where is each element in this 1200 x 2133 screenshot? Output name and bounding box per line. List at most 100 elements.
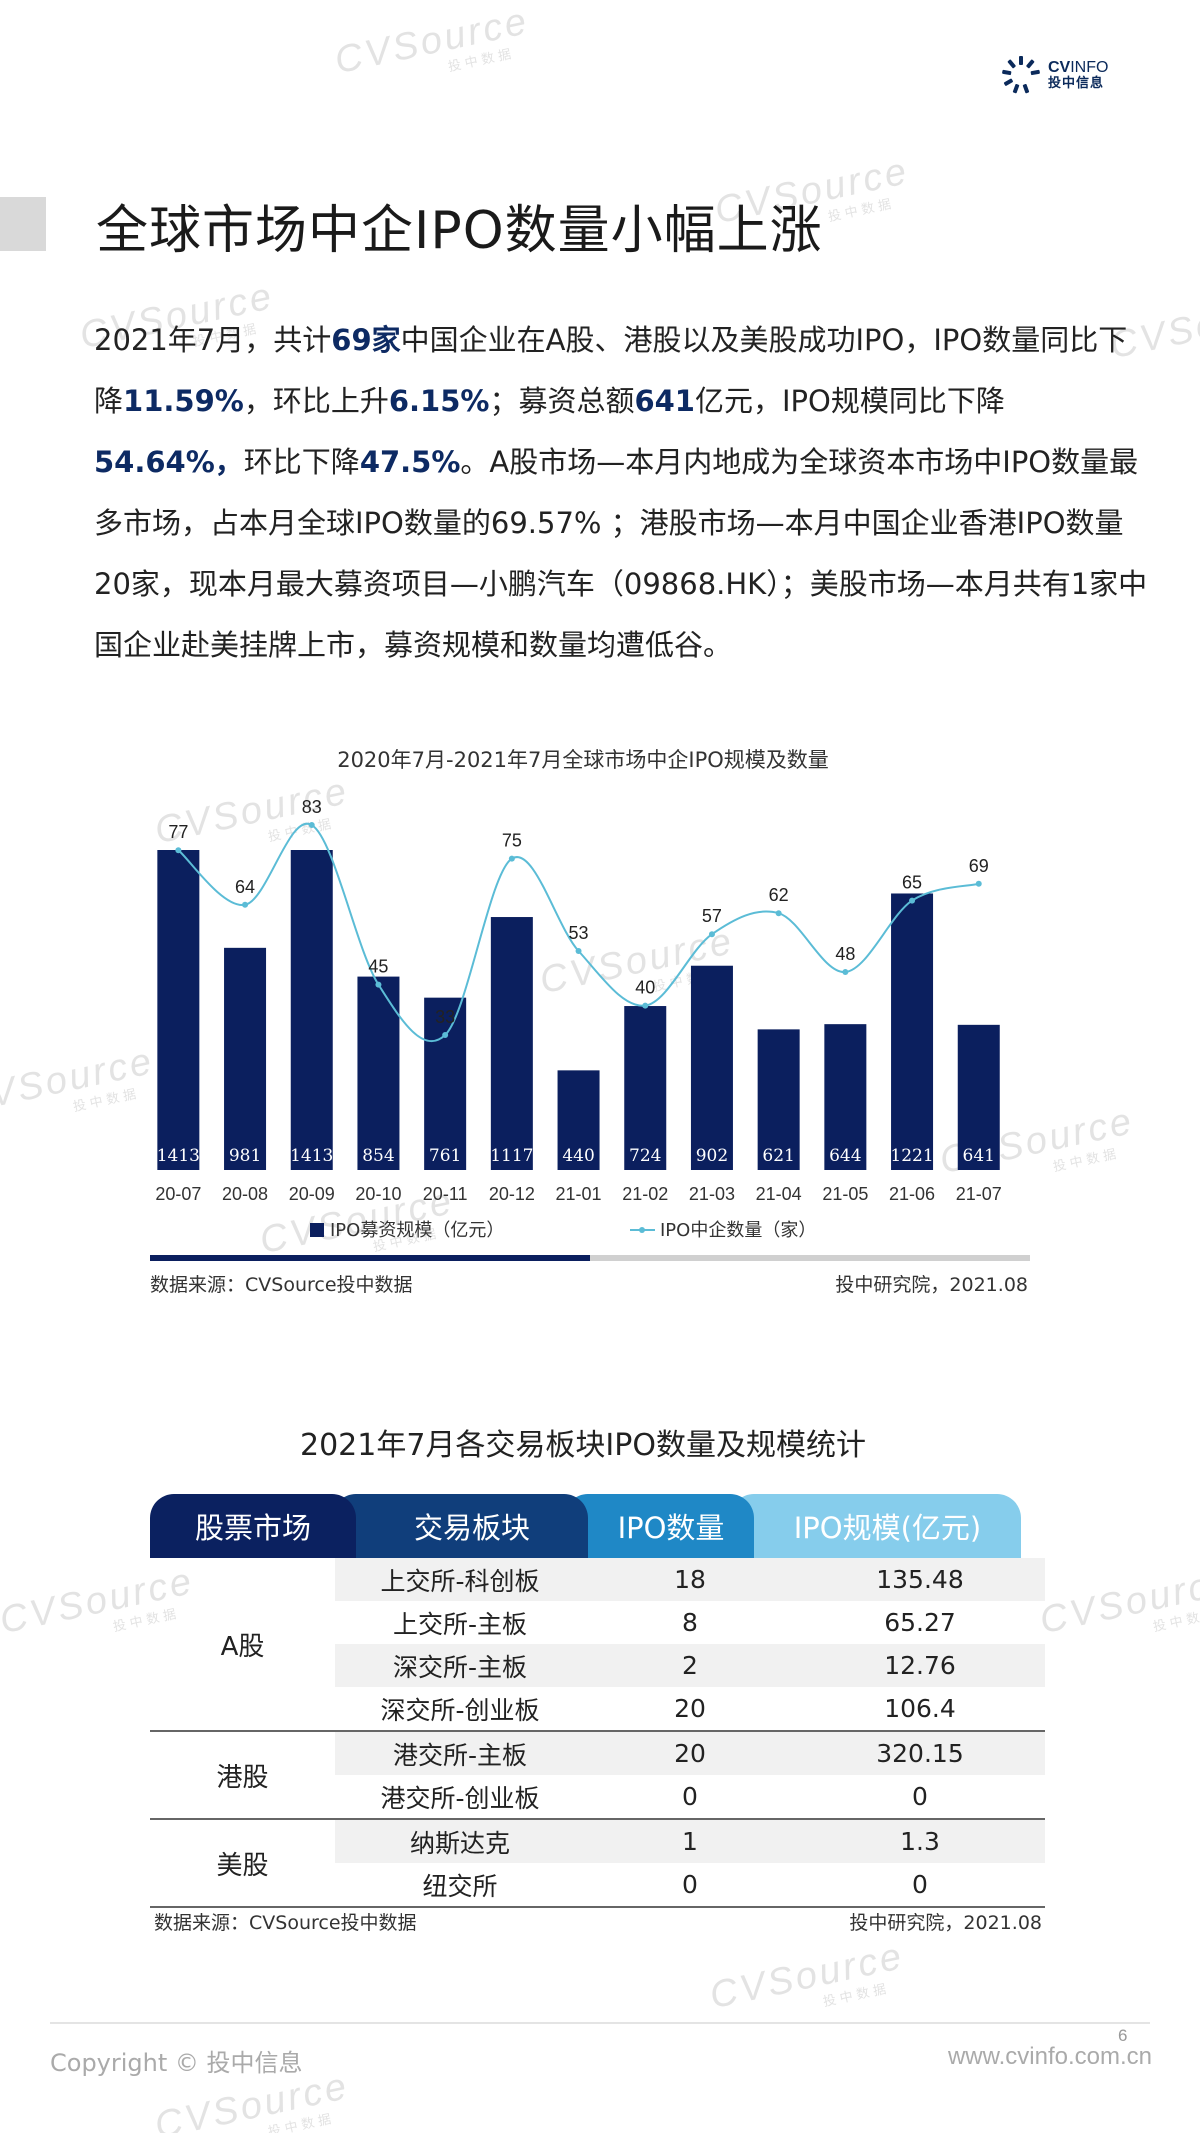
chart-bar (290, 850, 333, 1170)
ipo-combo-chart: 1413 981 1413 854 761 1117 440 724 902 621 644 1221… (155, 797, 1002, 1241)
bar-value-label: 440 (562, 1146, 594, 1166)
line-value-label: 57 (702, 906, 722, 926)
bar-value-label: 644 (829, 1146, 861, 1166)
chart-bar (957, 1024, 1000, 1170)
table-cell-count: 2 (682, 1651, 698, 1680)
chart-line-point (508, 855, 515, 862)
table-cell-segment: 港交所-创业板 (380, 1783, 540, 1813)
x-tick-label: 21-01 (556, 1184, 602, 1204)
x-tick-label: 20-07 (155, 1184, 201, 1204)
intro-text: 。A股市场—本月内地成为全球资本市场中IPO数量最多市场，占本月全球IPO数量的… (94, 445, 1148, 662)
table-cell-count: 8 (682, 1608, 698, 1637)
legend-bar-swatch (310, 1223, 324, 1237)
chart-credit: 投中研究院，2021.08 (835, 1274, 1028, 1296)
chart-bar (357, 976, 400, 1170)
table-cell-amount: 0 (912, 1782, 928, 1811)
line-value-label: 62 (769, 885, 789, 905)
chart-bar (690, 965, 733, 1170)
legend-bar-label: IPO募资规模（亿元） (330, 1220, 504, 1241)
table-cell-segment: 深交所-创业板 (380, 1695, 540, 1725)
intro-highlight: 54.64%， (94, 445, 244, 479)
bar-value-label: 854 (362, 1146, 394, 1166)
bar-value-label: 981 (229, 1146, 261, 1166)
page-number: 6 (1118, 2026, 1128, 2045)
chart-line-point (308, 822, 315, 828)
column-header: IPO数量 (564, 1494, 754, 1558)
table-row: 深交所-主板 2 12.76 (335, 1644, 1045, 1687)
line-value-label: 64 (235, 877, 255, 897)
x-tick-label: 20-09 (289, 1184, 335, 1204)
intro-text: 亿元，IPO规模同比下降 (695, 384, 1005, 418)
line-value-label: 77 (168, 822, 188, 842)
chart-line-point (242, 901, 249, 908)
table-cell-amount: 106.4 (884, 1694, 956, 1723)
website-link[interactable]: www.cvinfo.com.cn (947, 2043, 1152, 2070)
line-value-label: 45 (368, 957, 388, 977)
table-cell-count: 18 (674, 1565, 706, 1594)
table-cell-amount: 12.76 (884, 1651, 956, 1680)
chart-title: 2020年7月-2021年7月全球市场中企IPO规模及数量 (337, 748, 829, 772)
chart-divider-accent (150, 1255, 590, 1261)
table-cell-amount: 65.27 (884, 1608, 956, 1637)
table-cell-segment: 纳斯达克 (409, 1828, 510, 1858)
x-tick-label: 20-11 (423, 1184, 468, 1204)
table-cell-segment: 纽交所 (422, 1871, 498, 1901)
table-cell-segment: 上交所-主板 (392, 1609, 528, 1639)
table-row: 纽交所 0 0 (335, 1863, 1045, 1906)
table-cell-count: 0 (682, 1870, 698, 1899)
table-cell-count: 20 (674, 1694, 706, 1723)
chart-line-point (175, 847, 182, 854)
x-tick-label: 21-06 (889, 1184, 935, 1204)
bar-value-label: 761 (429, 1146, 461, 1166)
chart-line-point (775, 910, 782, 917)
chart-divider (150, 1255, 1030, 1261)
bar-value-label: 902 (696, 1146, 728, 1166)
intro-paragraph: 2021年7月，共计69家中国企业在A股、港股以及美股成功IPO，IPO数量同比… (94, 310, 1154, 676)
market-name: 港股 (216, 1762, 269, 1793)
bar-value-label: 1221 (890, 1146, 933, 1166)
page-title: 全球市场中企IPO数量小幅上涨 (96, 201, 823, 261)
table-cell-count: 0 (682, 1782, 698, 1811)
table-title: 2021年7月各交易板块IPO数量及规模统计 (300, 1428, 866, 1463)
column-header: 交易板块 (332, 1494, 588, 1558)
intro-text: ，环比上升 (243, 384, 389, 418)
intro-highlight: 6.15% (388, 384, 490, 418)
chart-line-point (575, 948, 582, 954)
chart-line-point (708, 931, 715, 938)
x-tick-label: 21-04 (756, 1184, 802, 1204)
market-name: A股 (220, 1631, 265, 1662)
intro-text: ；募资总额 (489, 384, 635, 418)
table-row: 深交所-创业板 20 106.4 (335, 1687, 1045, 1730)
x-tick-label: 21-07 (956, 1184, 1002, 1204)
market-name: 美股 (216, 1850, 269, 1881)
chart-line-point (642, 1002, 649, 1009)
intro-text: 2021年7月，共计 (94, 323, 332, 357)
intro-highlight: 641 (634, 384, 695, 418)
intro-text: 环比下降 (243, 445, 360, 479)
table-cell-segment: 深交所-主板 (392, 1652, 528, 1682)
ipo-market-table: 股票市场 交易板块 IPO数量 IPO规模(亿元) A股 上交所-科创板 18 135… (150, 1494, 1045, 1908)
market-group: A股 上交所-科创板 18 135.48 上交所-主板 8 65.27 深交所-主板 2 12.7… (150, 1558, 1045, 1732)
table-row: 上交所-科创板 18 135.48 (335, 1558, 1045, 1601)
line-value-label: 53 (569, 923, 589, 943)
title-accent-bar (0, 197, 46, 251)
bar-value-label: 1117 (490, 1146, 533, 1166)
intro-text: 中国企业在A股、港股以及美股成功IPO，IPO数量同比下降 (94, 323, 1128, 418)
bar-value-label: 1413 (157, 1146, 200, 1166)
x-tick-label: 20-10 (355, 1184, 401, 1204)
chart-line-point (375, 981, 382, 988)
cvinfo-logo-icon (1002, 56, 1040, 94)
table-credit: 投中研究院，2021.08 (849, 1912, 1042, 1934)
chart-bar (557, 1070, 600, 1170)
bar-value-label: 724 (629, 1146, 661, 1166)
line-value-label: 75 (502, 831, 522, 851)
table-cell-count: 20 (674, 1739, 706, 1768)
chart-bar (824, 1024, 867, 1170)
table-cell-amount: 135.48 (876, 1565, 964, 1594)
table-cell-segment: 上交所-科创板 (380, 1566, 540, 1596)
bar-value-label: 641 (963, 1146, 995, 1166)
chart-line-point (975, 880, 982, 887)
